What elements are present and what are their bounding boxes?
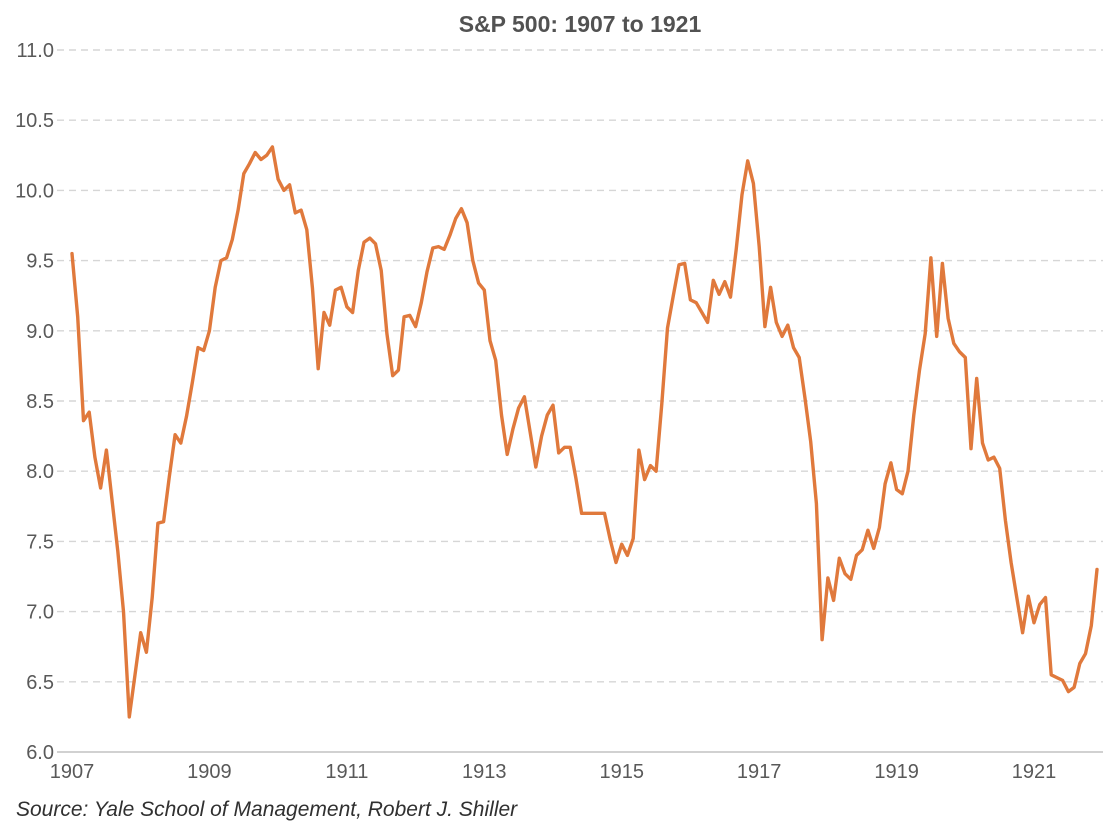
x-axis-tick-label: 1921 (1012, 761, 1057, 783)
x-axis-tick-label: 1913 (462, 761, 507, 783)
x-axis-tick-label: 1911 (325, 761, 368, 783)
y-axis-tick-label: 6.0 (26, 742, 54, 764)
chart-title: S&P 500: 1907 to 1921 (459, 11, 702, 37)
y-axis-tick-label: 9.5 (26, 251, 54, 273)
y-axis-labels: 6.0 6.5 7.0 7.5 8.0 8.5 9.0 9.5 10.0 10.5 11.0 (15, 40, 54, 764)
y-axis-tick-label: 7.0 (26, 602, 54, 624)
y-axis-tick-label: 10.0 (15, 180, 54, 202)
y-axis-tick-label: 10.5 (15, 110, 54, 132)
gridlines (57, 49, 1103, 753)
y-axis-tick-label: 8.5 (26, 391, 54, 413)
y-axis-tick-label: 11.0 (17, 40, 54, 62)
x-axis-tick-label: 1919 (874, 761, 919, 783)
y-axis-tick-label: 9.0 (26, 321, 54, 343)
x-axis-tick-label: 1907 (50, 761, 95, 783)
x-axis-tick-label: 1917 (737, 761, 782, 783)
y-axis-tick-label: 7.5 (26, 531, 54, 553)
x-axis-tick-label: 1915 (599, 761, 644, 783)
y-axis-tick-label: 6.5 (26, 672, 54, 694)
source-note: Source: Yale School of Management, Rober… (16, 798, 518, 821)
x-axis-labels: 1907 1909 1911 1913 1915 1917 1919 1921 (50, 761, 1057, 783)
price-line (70, 145, 1099, 719)
x-axis-tick-label: 1909 (187, 761, 232, 783)
y-axis-tick-label: 8.0 (26, 461, 54, 483)
